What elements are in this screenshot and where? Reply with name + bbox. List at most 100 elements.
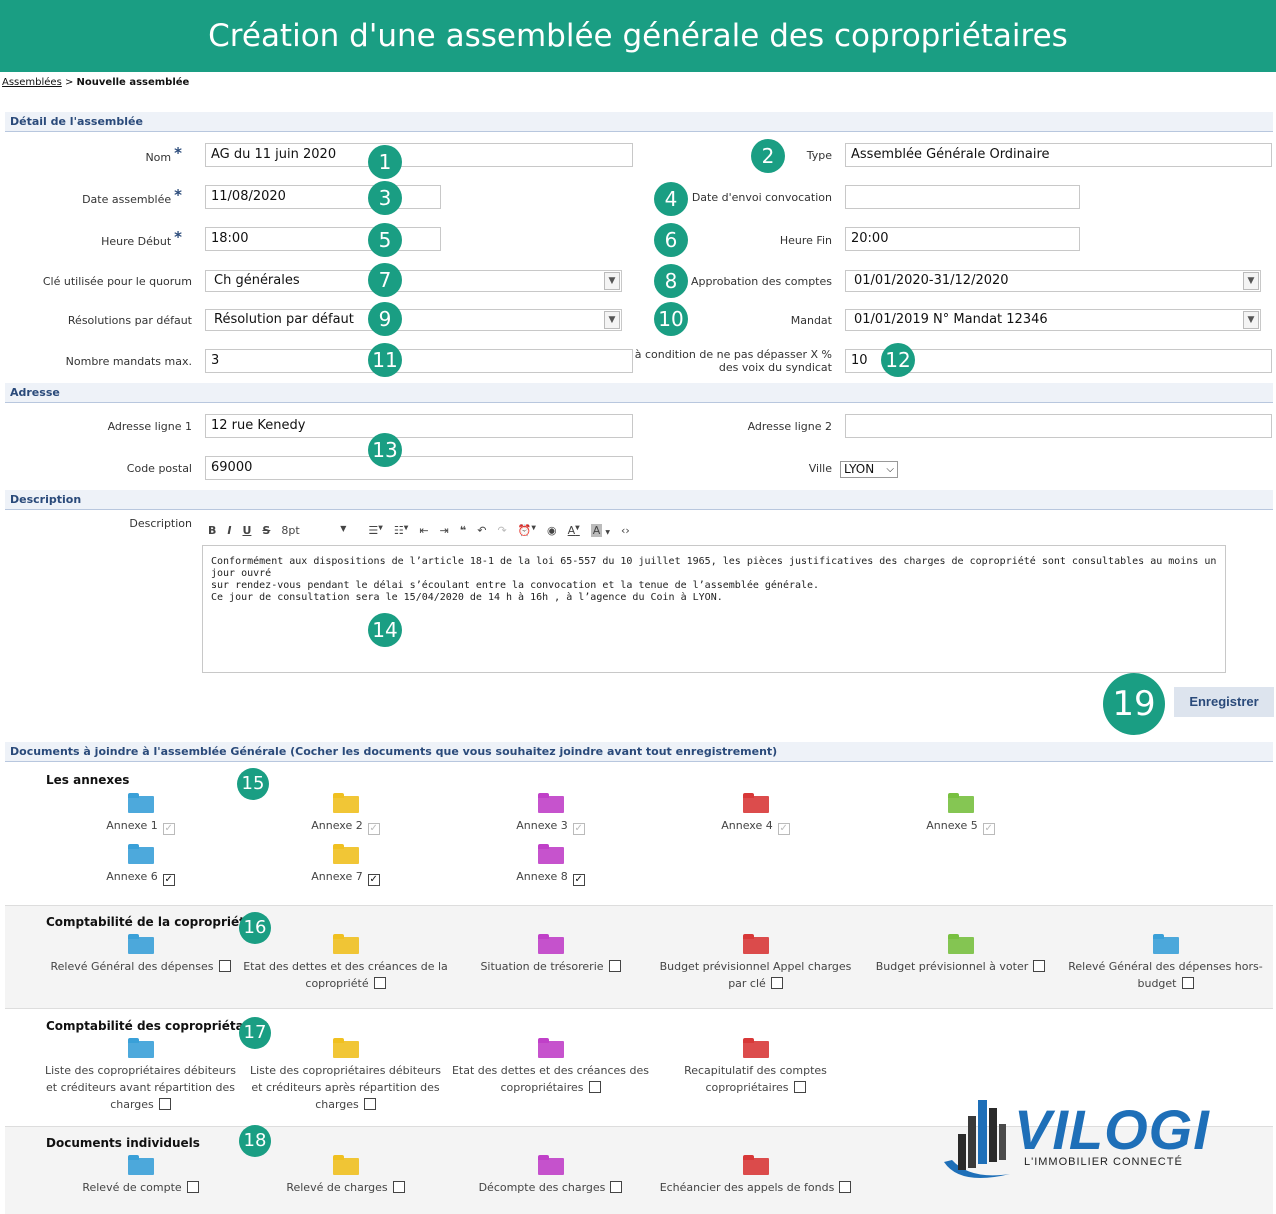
redo-icon[interactable]: ↷ — [497, 524, 507, 537]
ville-select[interactable]: LYON ⌵ — [840, 461, 898, 478]
building-logo-icon — [944, 1100, 1010, 1178]
cp-input[interactable]: 69000 — [205, 456, 633, 480]
document-label: Relevé Général des dépenses hors-budget — [1068, 960, 1263, 990]
cle-select[interactable]: Ch générales ▼ — [205, 270, 622, 292]
document-checkbox[interactable] — [158, 1098, 171, 1110]
callout-badge: 1 — [368, 145, 402, 179]
document-checkbox[interactable]: ✓ — [367, 874, 380, 886]
folder-icon — [537, 844, 564, 864]
document-checkbox[interactable] — [770, 977, 783, 989]
folder-icon — [947, 793, 974, 813]
document-checkbox[interactable] — [608, 960, 621, 972]
callout-badge: 2 — [751, 139, 785, 173]
document-label: Recapitulatif des comptes copropriétaire… — [684, 1064, 827, 1094]
document-label: Budget prévisionnel à voter — [875, 960, 1029, 973]
document-item: Recapitulatif des comptes copropriétaire… — [653, 1038, 858, 1096]
strikethrough-icon[interactable]: S — [262, 524, 271, 537]
save-button[interactable]: Enregistrer — [1174, 687, 1274, 717]
document-checkbox: ✓ — [162, 823, 175, 835]
nb-mandats-label: Nombre mandats max. — [65, 355, 192, 368]
section-header-description: Description — [5, 490, 1273, 510]
clock-icon[interactable]: ⏰▼ — [517, 524, 537, 537]
italic-icon[interactable]: I — [227, 524, 232, 537]
date-input[interactable]: 11/08/2020 — [205, 185, 441, 209]
description-editor[interactable]: Conformément aux dispositions de l’artic… — [202, 545, 1226, 673]
document-checkbox: ✓ — [367, 823, 380, 835]
underline-icon[interactable]: U — [242, 524, 252, 537]
adresse2-input[interactable] — [845, 414, 1272, 438]
callout-badge: 13 — [368, 433, 402, 467]
document-label: Etat des dettes et des créances de la co… — [243, 960, 448, 990]
quote-icon[interactable]: ❝ — [459, 524, 467, 537]
document-checkbox[interactable] — [793, 1081, 806, 1093]
outdent-icon[interactable]: ⇤ — [419, 524, 429, 537]
preview-eye-icon[interactable]: ◉ — [547, 524, 557, 537]
document-checkbox[interactable] — [373, 977, 386, 989]
bullet-list-icon[interactable]: ☰▼ — [368, 524, 383, 537]
description-label: Description — [129, 517, 192, 530]
breadcrumb-link-assemblees[interactable]: Assemblées — [2, 77, 62, 88]
caret-down-icon: ▼ — [340, 524, 347, 533]
document-checkbox[interactable]: ✓ — [162, 874, 175, 886]
group-bg-compta-copro — [5, 905, 1273, 1009]
document-checkbox[interactable] — [1181, 977, 1194, 989]
document-checkbox[interactable]: ✓ — [572, 874, 585, 886]
envoi-input[interactable] — [845, 185, 1080, 209]
description-text-line: sur rendez-vous pendant le délai s’écoul… — [211, 580, 820, 591]
callout-badge: 15 — [237, 768, 269, 800]
document-label: Liste des copropriétaires débiteurs et c… — [249, 1064, 442, 1111]
mandat-select[interactable]: 01/01/2019 N° Mandat 12346 ▼ — [845, 309, 1261, 331]
document-item: Situation de trésorerie — [448, 934, 653, 975]
caret-down-icon[interactable]: ▼ — [605, 529, 610, 536]
document-checkbox[interactable] — [218, 960, 231, 972]
fin-input[interactable]: 20:00 — [845, 227, 1080, 251]
document-checkbox[interactable] — [392, 1181, 405, 1193]
nb-mandats-input[interactable]: 3 — [205, 349, 633, 373]
document-checkbox[interactable] — [1033, 960, 1046, 972]
highlight-color-icon[interactable]: A — [590, 524, 603, 537]
debut-input[interactable]: 18:00 — [205, 227, 441, 251]
folder-icon — [742, 793, 769, 813]
folder-icon — [332, 1155, 359, 1175]
callout-badge: 6 — [654, 223, 688, 257]
document-checkbox[interactable] — [610, 1181, 623, 1193]
folder-icon — [127, 1155, 154, 1175]
undo-icon[interactable]: ↶ — [477, 524, 487, 537]
date-label: Date assemblée * — [82, 186, 182, 207]
folder-icon — [537, 934, 564, 954]
approbation-label: Approbation des comptes — [690, 275, 832, 288]
font-size-select[interactable]: 8pt ▼ — [281, 524, 347, 537]
group-title-annexes: Les annexes — [46, 773, 130, 787]
breadcrumb: Assemblées > Nouvelle assemblée — [2, 77, 189, 88]
adresse1-input[interactable]: 12 rue Kenedy — [205, 414, 633, 438]
callout-badge: 14 — [368, 613, 402, 647]
nom-input[interactable]: AG du 11 juin 2020 — [205, 143, 633, 167]
document-checkbox: ✓ — [982, 823, 995, 835]
bold-icon[interactable]: B — [208, 524, 217, 537]
document-checkbox[interactable] — [839, 1181, 852, 1193]
document-checkbox[interactable] — [186, 1181, 199, 1193]
text-color-icon[interactable]: A▼ — [567, 524, 580, 537]
approbation-select[interactable]: 01/01/2020-31/12/2020 ▼ — [845, 270, 1261, 292]
type-input[interactable]: Assemblée Générale Ordinaire — [845, 143, 1272, 167]
cle-label: Clé utilisée pour le quorum — [42, 275, 192, 288]
document-label: Relevé de compte — [82, 1181, 182, 1194]
folder-icon — [742, 1038, 769, 1058]
condition-input[interactable]: 10 — [845, 349, 1272, 373]
document-item: Annexe 8 ✓ — [448, 844, 653, 886]
chevron-down-icon: ⌵ — [886, 464, 894, 475]
document-checkbox[interactable] — [588, 1081, 601, 1093]
indent-icon[interactable]: ⇥ — [439, 524, 449, 537]
document-label: Annexe 5 — [926, 819, 978, 832]
callout-badge: 8 — [654, 264, 688, 298]
document-label: Annexe 1 — [106, 819, 158, 832]
group-title-individuels: Documents individuels — [46, 1136, 200, 1150]
source-code-icon[interactable]: ‹› — [620, 524, 630, 537]
document-checkbox[interactable] — [363, 1098, 376, 1110]
resolutions-select[interactable]: Résolution par défaut ▼ — [205, 309, 622, 331]
folder-icon — [537, 1155, 564, 1175]
document-item: Relevé de compte — [38, 1155, 243, 1196]
document-item: Budget prévisionnel Appel charges par cl… — [653, 934, 858, 992]
numbered-list-icon[interactable]: ☷▼ — [393, 524, 409, 537]
document-label: Budget prévisionnel Appel charges par cl… — [659, 960, 852, 990]
